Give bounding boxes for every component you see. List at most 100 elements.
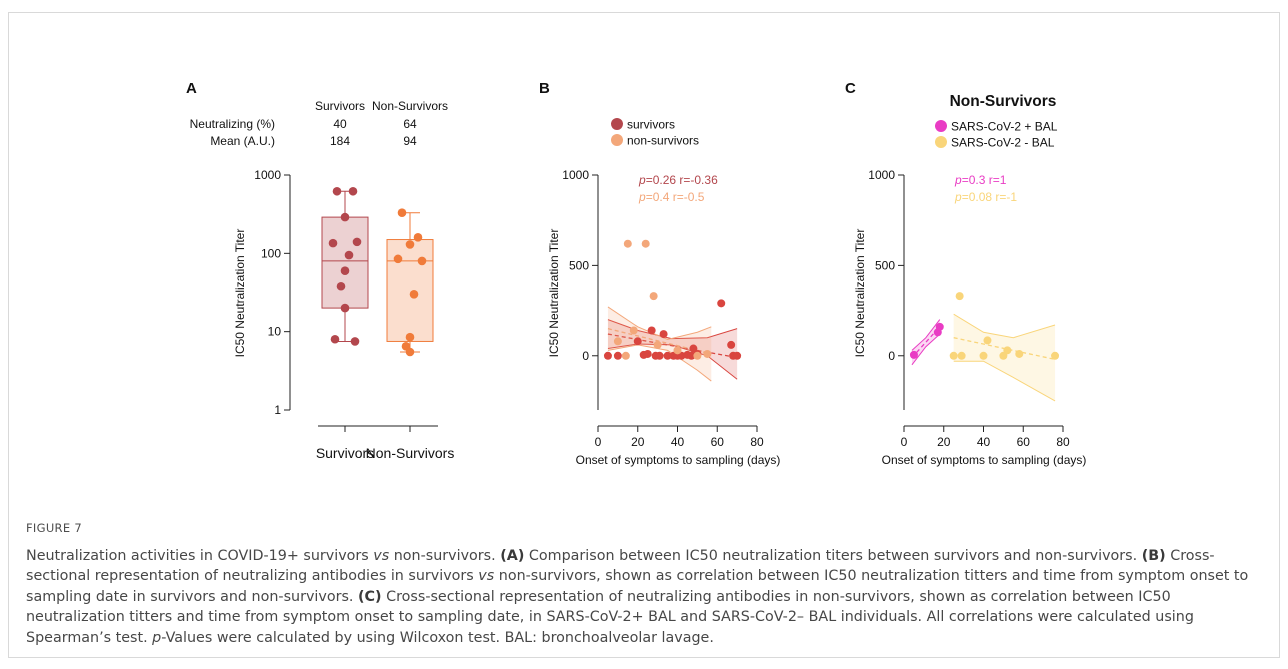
box-point — [409, 289, 419, 299]
header-value: 40 — [333, 117, 347, 131]
header-column-label: Non-Survivors — [372, 99, 448, 113]
x-tick-label: 80 — [1056, 435, 1070, 449]
header-column-label: Survivors — [315, 99, 365, 113]
p-symbol: p — [954, 173, 962, 187]
data-point — [603, 351, 612, 360]
box-point — [336, 281, 346, 291]
regression-line — [607, 328, 712, 355]
stat-text: =0.3 r=1 — [962, 173, 1007, 187]
correlation-annotation: p=0.3 r=1 — [954, 173, 1007, 187]
y-tick-label: 0 — [582, 349, 589, 363]
box-point — [413, 233, 423, 242]
data-point — [641, 239, 650, 248]
box-point — [340, 303, 350, 313]
data-point — [955, 292, 964, 301]
data-point — [909, 350, 918, 359]
box-point — [332, 186, 342, 196]
x-tick-label: 0 — [595, 435, 602, 449]
box-point — [330, 334, 340, 344]
box-point — [397, 208, 407, 218]
band-upper-line — [953, 313, 1056, 339]
legend-marker — [611, 118, 623, 130]
correlation-annotation: p=0.4 r=-0.5 — [638, 190, 705, 204]
data-point — [673, 346, 682, 355]
data-point — [703, 349, 712, 358]
caption-part: Comparison between IC50 neutralization t… — [524, 547, 1142, 564]
regression-line — [607, 333, 738, 359]
box-point — [405, 332, 415, 342]
figure-label: FIGURE 7 — [26, 521, 82, 535]
caption-part: (C) — [358, 588, 382, 605]
caption-part: vs — [373, 547, 390, 564]
panel-a-x-tick-label: Survivors — [316, 445, 374, 461]
caption-text: Neutralization activities in COVID-19+ s… — [26, 548, 1248, 646]
header-value: 184 — [330, 134, 350, 148]
caption-part: non-survivors, shown as correlation betw… — [26, 568, 1249, 605]
data-point — [979, 351, 988, 360]
x-tick-label: 0 — [901, 435, 908, 449]
confidence-band — [911, 319, 940, 365]
box-point — [348, 186, 358, 196]
data-point — [693, 351, 702, 360]
legend-marker — [935, 120, 947, 132]
caption-part: vs — [478, 568, 495, 584]
p-symbol: p — [638, 190, 646, 204]
box-point — [405, 347, 415, 357]
data-point — [613, 351, 622, 360]
caption-part: p — [152, 629, 162, 646]
stat-text: =0.08 r=-1 — [962, 190, 1018, 204]
caption-part: (B) — [1141, 547, 1166, 564]
band-upper-line — [607, 306, 712, 341]
y-axis-title: IC50 Neutralization Titer — [547, 229, 561, 358]
header-row-label: Neutralizing (%) — [190, 117, 275, 131]
box-point — [340, 266, 350, 276]
data-point — [655, 351, 664, 360]
band-upper-line — [911, 319, 941, 351]
x-tick-label: 60 — [1017, 435, 1031, 449]
x-tick-label: 40 — [671, 435, 685, 449]
band-lower-line — [911, 333, 941, 366]
data-point — [653, 340, 662, 349]
panel-a-x-tick-label: Non-Survivors — [366, 445, 455, 461]
x-tick-label: 20 — [631, 435, 645, 449]
panel-a-y-tick-label: 10 — [268, 325, 282, 339]
panel-title: Non-Survivors — [950, 93, 1057, 110]
band-lower-line — [953, 360, 1056, 402]
caption-part: -Values were calculated by using Wilcoxo… — [161, 629, 714, 646]
data-point — [949, 351, 958, 360]
y-tick-label: 500 — [875, 258, 895, 272]
p-symbol: p — [954, 190, 962, 204]
x-axis-title: Onset of symptoms to sampling (days) — [882, 453, 1087, 467]
header-value: 94 — [403, 134, 417, 148]
band-lower-line — [607, 344, 712, 382]
header-row-label: Mean (A.U.) — [210, 134, 275, 148]
box-0 — [321, 216, 369, 309]
p-symbol: p — [638, 173, 646, 187]
x-tick-label: 40 — [977, 435, 991, 449]
data-point — [1051, 351, 1060, 360]
x-axis-title: Onset of symptoms to sampling (days) — [576, 453, 781, 467]
data-point — [613, 337, 622, 346]
data-point — [629, 326, 638, 335]
data-point — [983, 336, 992, 345]
data-point — [647, 326, 656, 335]
data-point — [1015, 349, 1024, 358]
panel-a-y-tick-label: 1000 — [254, 168, 281, 182]
box-point — [417, 256, 427, 266]
data-point — [643, 349, 652, 358]
confidence-band — [607, 319, 738, 380]
box-point — [328, 238, 338, 248]
caption-part: Cross-sectional representation of neutra… — [26, 588, 1194, 646]
legend-label: SARS-CoV-2 - BAL — [951, 136, 1055, 150]
header-value: 64 — [403, 117, 417, 131]
legend-label: survivors — [627, 118, 675, 132]
x-tick-label: 60 — [711, 435, 725, 449]
correlation-annotation: p=0.26 r=-0.36 — [638, 173, 718, 187]
band-lower-line — [607, 343, 738, 380]
stat-text: =0.4 r=-0.5 — [646, 190, 705, 204]
figure-caption: FIGURE 7 Neutralization activities in CO… — [26, 518, 1266, 648]
box-point — [405, 240, 415, 249]
legend-marker — [611, 134, 623, 146]
box-point — [393, 254, 403, 264]
